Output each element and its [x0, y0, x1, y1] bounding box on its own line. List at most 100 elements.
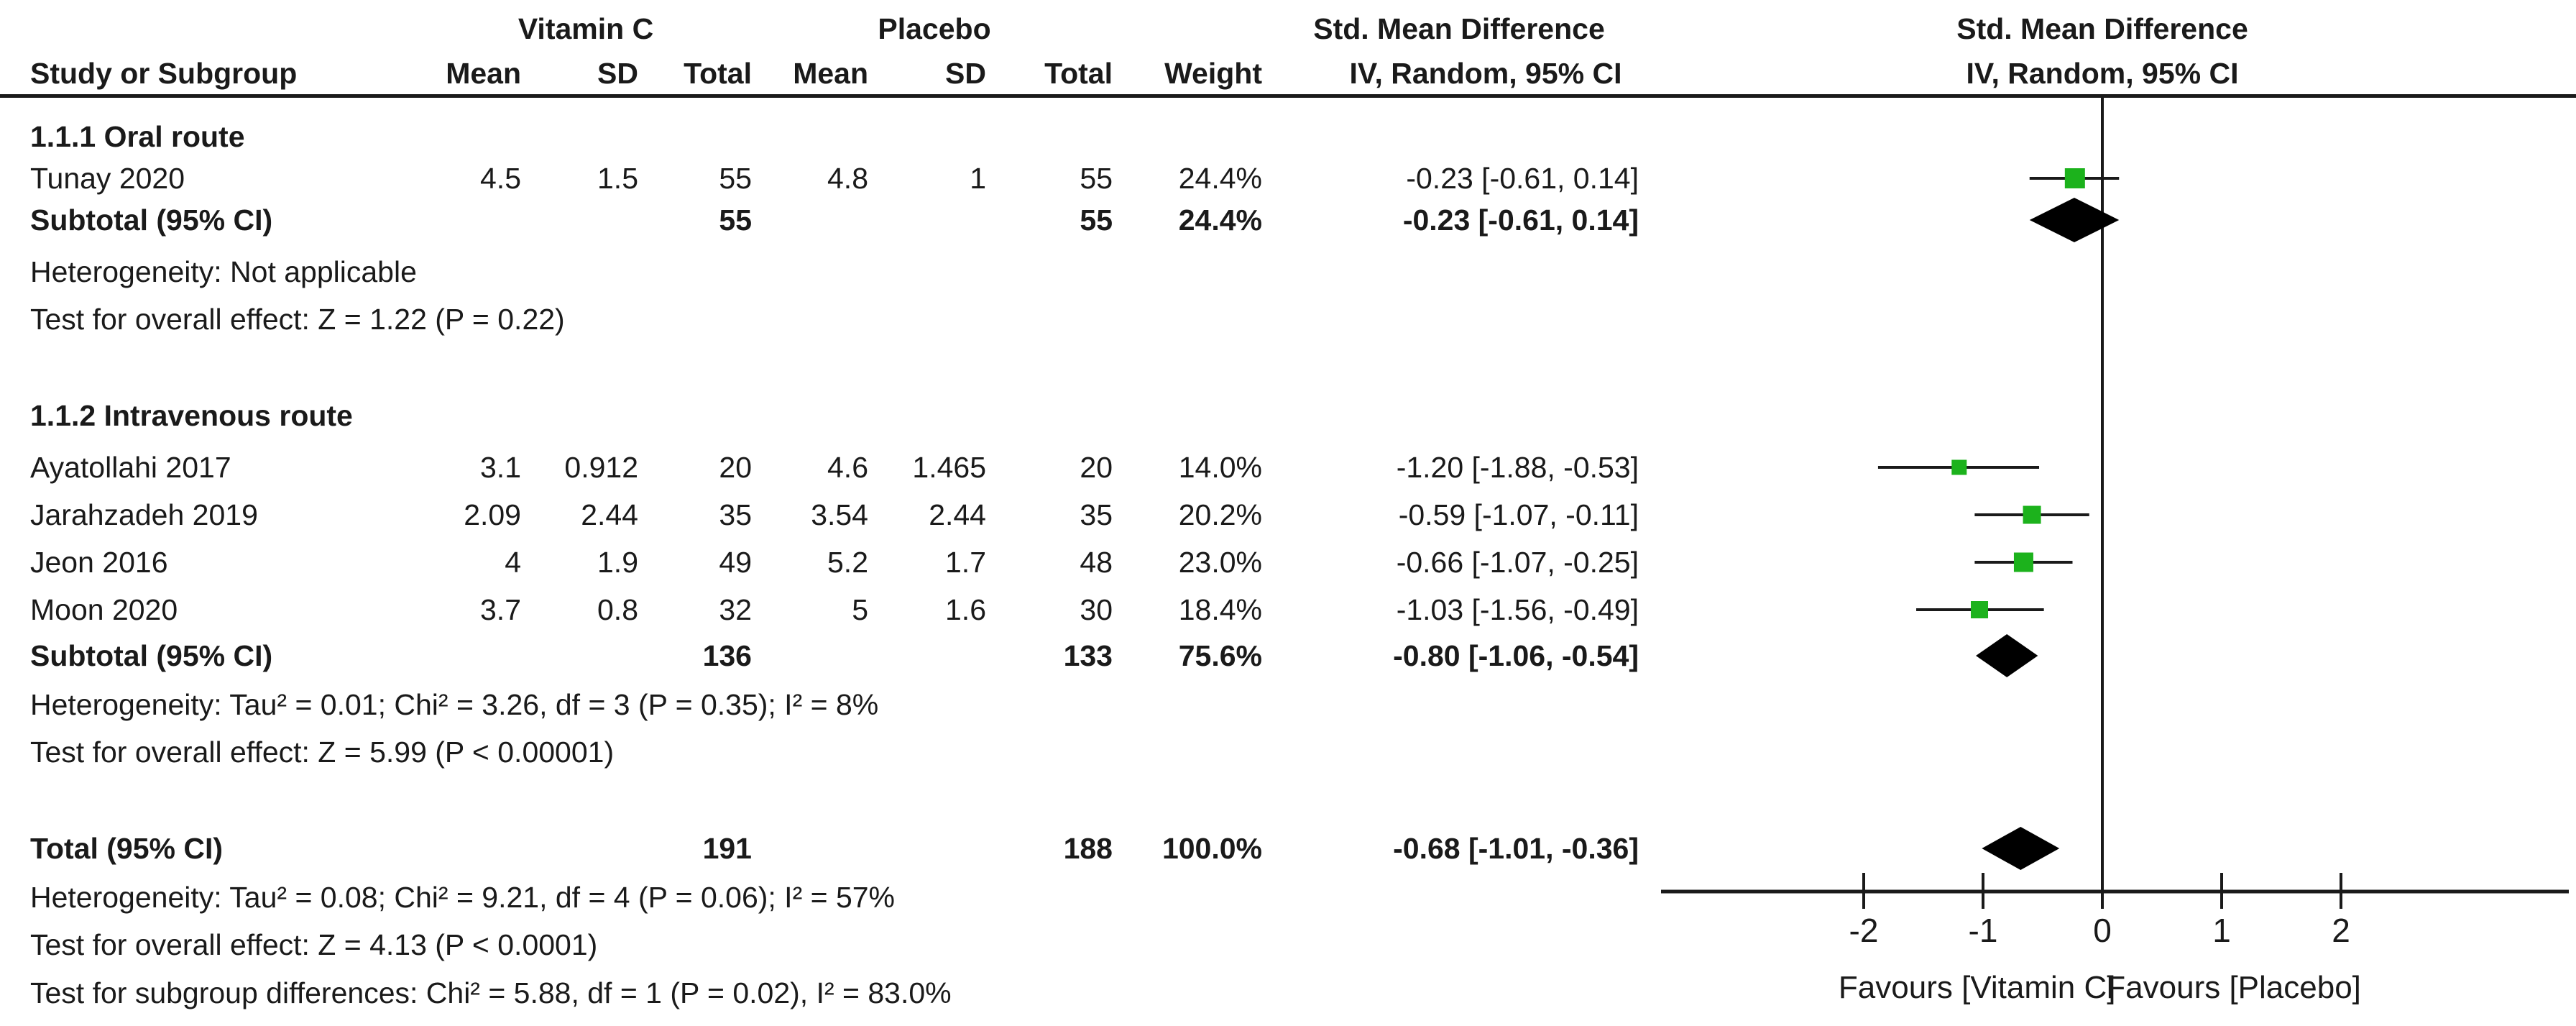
sd2-value: 1 [970, 162, 986, 195]
total1-value: 49 [719, 546, 752, 579]
footer-overall-effect: Test for overall effect: Z = 4.13 (P < 0… [0, 925, 2576, 965]
weight-value: 18.4% [1178, 593, 1262, 626]
ci-text: -0.66 [-1.07, -0.25] [1396, 546, 1639, 579]
axis-tick-label: 0 [2093, 912, 2112, 949]
axis-tick-label: -1 [1969, 912, 1998, 949]
total2-value: 188 [1063, 832, 1113, 865]
total1-value: 136 [702, 639, 752, 672]
mean2-value: 4.6 [827, 451, 868, 484]
total1-value: 191 [702, 832, 752, 865]
total1-value: 32 [719, 593, 752, 626]
mean2-value: 5.2 [827, 546, 868, 579]
col-header-sd1: SD [597, 57, 638, 90]
subgroup-header-intravenous: 1.1.2 Intravenous route [0, 395, 2576, 436]
study-name: Subtotal (95% CI) [30, 639, 273, 672]
ci-text: -0.23 [-0.61, 0.14] [1402, 203, 1639, 237]
total1-value: 20 [719, 451, 752, 484]
overall-effect-line-label: Test for overall effect: Z = 1.22 (P = 0… [30, 303, 565, 336]
summary-diamond [1982, 827, 2060, 870]
header-group-row: Vitamin C Placebo Std. Mean Difference S… [0, 9, 2576, 49]
study-row: Jarahzadeh 2019 2.09 2.44 35 3.54 2.44 35 20.2%… [0, 495, 2576, 535]
total2-value: 20 [1080, 451, 1113, 484]
header-divider-rule [0, 94, 2576, 98]
total1-value: 55 [719, 162, 752, 195]
mean1-value: 3.7 [480, 593, 521, 626]
footer-heterogeneity-label: Heterogeneity: Tau² = 0.08; Chi² = 9.21,… [30, 881, 896, 914]
study-name: Moon 2020 [30, 593, 178, 626]
overall-effect-line-label: Test for overall effect: Z = 5.99 (P < 0… [30, 736, 615, 769]
summary-diamond [1976, 634, 2038, 677]
total1-value: 35 [719, 498, 752, 531]
col-header-sd2: SD [945, 57, 986, 90]
col-header-mean1: Mean [446, 57, 521, 90]
footer-heterogeneity: Heterogeneity: Tau² = 0.08; Chi² = 9.21,… [0, 877, 2576, 917]
study-row: Moon 2020 3.7 0.8 32 5 1.6 30 18.4% -1.03 [-1.56… [0, 590, 2576, 630]
summary-diamond [2029, 198, 2120, 242]
axis-tick-label: -2 [1849, 912, 1879, 949]
footer-subgroup-differences: Test for subgroup differences: Chi² = 5.… [0, 973, 2576, 1013]
study-name: Ayatollahi 2017 [30, 451, 231, 484]
group-header-placebo: Placebo [878, 12, 991, 45]
sd2-value: 1.7 [945, 546, 986, 579]
total2-value: 30 [1080, 593, 1113, 626]
total2-value: 55 [1080, 203, 1113, 237]
overall-effect-line: Test for overall effect: Z = 1.22 (P = 0… [0, 299, 2576, 339]
total2-value: 35 [1080, 498, 1113, 531]
mean2-value: 4.8 [827, 162, 868, 195]
col-header-ci-left: IV, Random, 95% CI [1349, 57, 1622, 90]
heterogeneity-line-label: Heterogeneity: Tau² = 0.01; Chi² = 3.26,… [30, 688, 879, 721]
sd1-value: 1.9 [597, 546, 638, 579]
subtotal-row: Subtotal (95% CI) 136 133 75.6% -0.80 [-1.06… [0, 636, 2576, 676]
effect-square [2023, 505, 2041, 524]
subgroup-header-oral-label: 1.1.1 Oral route [30, 120, 245, 153]
subgroup-header-intravenous-label: 1.1.2 Intravenous route [30, 399, 353, 432]
weight-value: 24.4% [1178, 203, 1262, 237]
total2-value: 133 [1063, 639, 1113, 672]
study-row: Tunay 2020 4.5 1.5 55 4.8 1 55 24.4% -0.23 [-0.6… [0, 158, 2576, 198]
axis-tick-label: 1 [2212, 912, 2231, 949]
mean1-value: 4.5 [480, 162, 521, 195]
total2-value: 48 [1080, 546, 1113, 579]
mean1-value: 2.09 [464, 498, 521, 531]
sd1-value: 2.44 [581, 498, 638, 531]
study-row: Jeon 2016 4 1.9 49 5.2 1.7 48 23.0% -0.66 [-1.07… [0, 542, 2576, 582]
col-header-weight: Weight [1164, 57, 1262, 90]
weight-value: 14.0% [1178, 451, 1262, 484]
study-name: Tunay 2020 [30, 162, 185, 195]
heterogeneity-line-label: Heterogeneity: Not applicable [30, 255, 417, 288]
mean1-value: 3.1 [480, 451, 521, 484]
mean2-value: 5 [852, 593, 868, 626]
sd1-value: 1.5 [597, 162, 638, 195]
heterogeneity-line: Heterogeneity: Not applicable [0, 252, 2576, 292]
header-columns-row: Study or Subgroup Mean SD Total Mean SD … [0, 53, 2576, 93]
heterogeneity-line: Heterogeneity: Tau² = 0.01; Chi² = 3.26,… [0, 684, 2576, 725]
smd-header-left: Std. Mean Difference [1313, 12, 1605, 45]
col-header-total1: Total [684, 57, 752, 90]
sd1-value: 0.912 [564, 451, 638, 484]
ci-text: -1.20 [-1.88, -0.53] [1396, 451, 1639, 484]
favours-left-label: Favours [Vitamin C] [1839, 970, 2116, 1005]
total-row: Total (95% CI) 191 188 100.0% -0.68 [-1.01, … [0, 828, 2576, 869]
sd2-value: 2.44 [929, 498, 986, 531]
sd2-value: 1.465 [912, 451, 986, 484]
study-row: Ayatollahi 2017 3.1 0.912 20 4.6 1.465 20 14.0%… [0, 447, 2576, 487]
effect-square [2064, 168, 2085, 188]
ci-text: -1.03 [-1.56, -0.49] [1396, 593, 1639, 626]
mean2-value: 3.54 [811, 498, 868, 531]
favours-right-label: Favours [Placebo] [2106, 970, 2361, 1005]
ci-text: -0.68 [-1.01, -0.36] [1393, 832, 1639, 865]
weight-value: 75.6% [1178, 639, 1262, 672]
footer-overall-effect-label: Test for overall effect: Z = 4.13 (P < 0… [30, 928, 598, 961]
weight-value: 20.2% [1178, 498, 1262, 531]
col-header-total2: Total [1044, 57, 1113, 90]
ci-text: -0.80 [-1.06, -0.54] [1393, 639, 1639, 672]
total1-value: 55 [719, 203, 752, 237]
effect-square [2013, 552, 2033, 572]
study-name: Jeon 2016 [30, 546, 168, 579]
smd-header-right: Std. Mean Difference [1956, 12, 2248, 45]
effect-square [1951, 459, 1967, 475]
effect-square [1971, 601, 1989, 618]
overall-effect-line: Test for overall effect: Z = 5.99 (P < 0… [0, 732, 2576, 772]
